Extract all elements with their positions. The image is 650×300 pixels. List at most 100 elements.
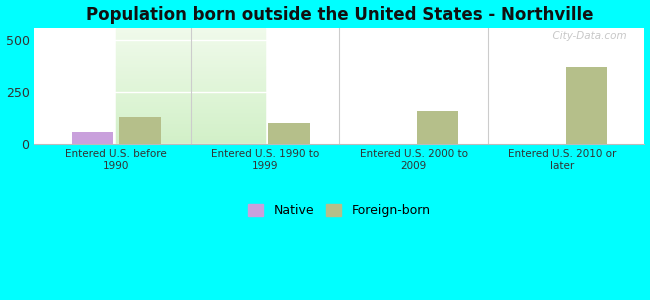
- Bar: [116, 84, 265, 85]
- Bar: [116, 111, 265, 112]
- Bar: [116, 86, 265, 87]
- Bar: [116, 58, 265, 59]
- Bar: [116, 116, 265, 117]
- Bar: [116, 113, 265, 114]
- Bar: [417, 111, 458, 144]
- Bar: [116, 65, 265, 66]
- Bar: [116, 78, 265, 79]
- Bar: [116, 32, 265, 33]
- Bar: [116, 43, 265, 44]
- Bar: [116, 74, 265, 75]
- Bar: [116, 48, 265, 49]
- Bar: [116, 53, 265, 54]
- Bar: [566, 67, 607, 144]
- Bar: [116, 97, 265, 98]
- Bar: [116, 137, 265, 138]
- Bar: [116, 103, 265, 104]
- Bar: [116, 89, 265, 90]
- Bar: [116, 79, 265, 80]
- Bar: [116, 45, 265, 46]
- Bar: [116, 28, 265, 29]
- Bar: [116, 135, 265, 136]
- Bar: [116, 57, 265, 58]
- Bar: [116, 98, 265, 99]
- Bar: [116, 130, 265, 131]
- Bar: [116, 119, 265, 120]
- Bar: [116, 96, 265, 97]
- Text: City-Data.com: City-Data.com: [545, 32, 626, 41]
- Bar: [116, 131, 265, 132]
- Bar: [116, 124, 265, 125]
- Bar: [116, 104, 265, 105]
- Bar: [116, 101, 265, 102]
- Bar: [116, 52, 265, 53]
- Bar: [116, 110, 265, 111]
- Bar: [116, 118, 265, 119]
- Bar: [116, 50, 265, 51]
- Bar: [116, 125, 265, 126]
- Bar: [116, 120, 265, 121]
- Bar: [116, 92, 265, 93]
- Bar: [116, 46, 265, 47]
- Bar: [116, 37, 265, 38]
- Bar: [116, 105, 265, 106]
- Bar: [116, 83, 265, 84]
- Bar: [116, 60, 265, 61]
- Bar: [116, 73, 265, 74]
- Bar: [116, 132, 265, 133]
- Bar: [116, 127, 265, 128]
- Bar: [116, 141, 265, 142]
- Bar: [116, 64, 265, 65]
- Bar: [116, 36, 265, 37]
- Bar: [116, 55, 265, 56]
- Bar: [116, 70, 265, 71]
- Bar: [116, 140, 265, 141]
- Bar: [116, 109, 265, 110]
- Bar: [116, 129, 265, 130]
- Bar: [116, 81, 265, 82]
- Bar: [116, 75, 265, 76]
- Bar: [116, 100, 265, 101]
- Bar: [116, 67, 265, 68]
- Bar: [116, 122, 265, 123]
- Bar: [116, 80, 265, 81]
- Bar: [116, 139, 265, 140]
- Bar: [116, 30, 265, 31]
- Bar: [116, 51, 265, 52]
- Bar: [116, 61, 265, 62]
- Bar: [116, 123, 265, 124]
- Bar: [116, 54, 265, 55]
- Bar: [116, 44, 265, 45]
- Bar: [116, 31, 265, 32]
- Bar: [116, 87, 265, 88]
- Bar: [116, 71, 265, 72]
- Bar: [116, 112, 265, 113]
- Bar: [116, 126, 265, 127]
- Bar: [116, 41, 265, 42]
- Bar: [116, 138, 265, 139]
- Bar: [116, 90, 265, 91]
- Bar: [116, 39, 265, 40]
- Bar: [116, 33, 265, 34]
- Bar: [116, 40, 265, 41]
- Bar: [116, 47, 265, 48]
- Bar: [116, 99, 265, 100]
- Bar: [268, 123, 309, 144]
- Bar: [116, 29, 265, 30]
- Bar: [116, 117, 265, 118]
- Bar: [116, 134, 265, 135]
- Bar: [116, 85, 265, 86]
- Title: Population born outside the United States - Northville: Population born outside the United State…: [86, 6, 593, 24]
- Bar: [116, 42, 265, 43]
- Bar: [116, 61, 265, 62]
- Bar: [116, 77, 265, 78]
- Bar: [116, 82, 265, 83]
- Bar: [116, 49, 265, 50]
- Bar: [116, 115, 265, 116]
- Bar: [116, 38, 265, 39]
- Bar: [116, 143, 265, 144]
- Bar: [116, 95, 265, 96]
- Bar: [116, 59, 265, 60]
- Bar: [116, 128, 265, 129]
- Legend: Native, Foreign-born: Native, Foreign-born: [243, 199, 436, 222]
